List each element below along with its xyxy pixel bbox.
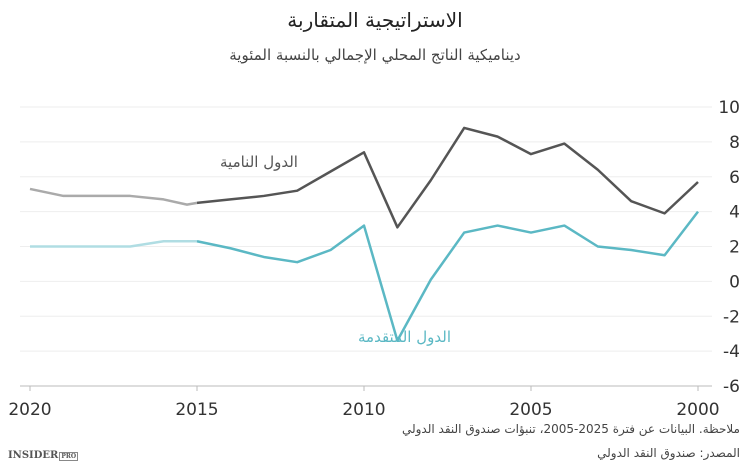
series-label: الدول النامية — [220, 153, 298, 171]
x-tick-label: 2005 — [509, 400, 552, 420]
y-tick-label: 0 — [729, 272, 740, 292]
y-tick-label: 8 — [729, 133, 740, 153]
series-line-developing-actual — [196, 126, 699, 229]
source-note: المصدر: صندوق النقد الدولي — [597, 446, 740, 460]
chart-title: الاستراتيجية المتقاربة — [287, 8, 463, 32]
x-tick-label: 2015 — [175, 400, 218, 420]
y-tick-label: 6 — [729, 168, 740, 188]
y-tick-label: -2 — [723, 307, 740, 327]
chart-subtitle: ديناميكية الناتج المحلي الإجمالي بالنسبة… — [229, 46, 521, 64]
y-tick-label: 2 — [729, 238, 740, 258]
series-line-developing-forecast — [29, 187, 198, 206]
series-line-advanced-forecast — [30, 240, 197, 248]
y-tick-label: 10 — [718, 98, 740, 118]
series-label: الدول المتقدمة — [358, 328, 451, 346]
y-tick-label: -4 — [723, 342, 740, 362]
series-line-advanced-actual — [196, 210, 699, 342]
y-tick-label: -6 — [723, 377, 740, 397]
insider-pro-logo: INSIDER PRO — [8, 450, 79, 461]
y-tick-label: 4 — [729, 203, 740, 223]
footnote: ملاحظة. البيانات عن فترة 2025-2005، تنبؤ… — [401, 422, 740, 436]
x-tick-label: 2010 — [342, 400, 385, 420]
x-tick-label: 2020 — [8, 400, 51, 420]
x-tick-label: 2000 — [676, 400, 719, 420]
